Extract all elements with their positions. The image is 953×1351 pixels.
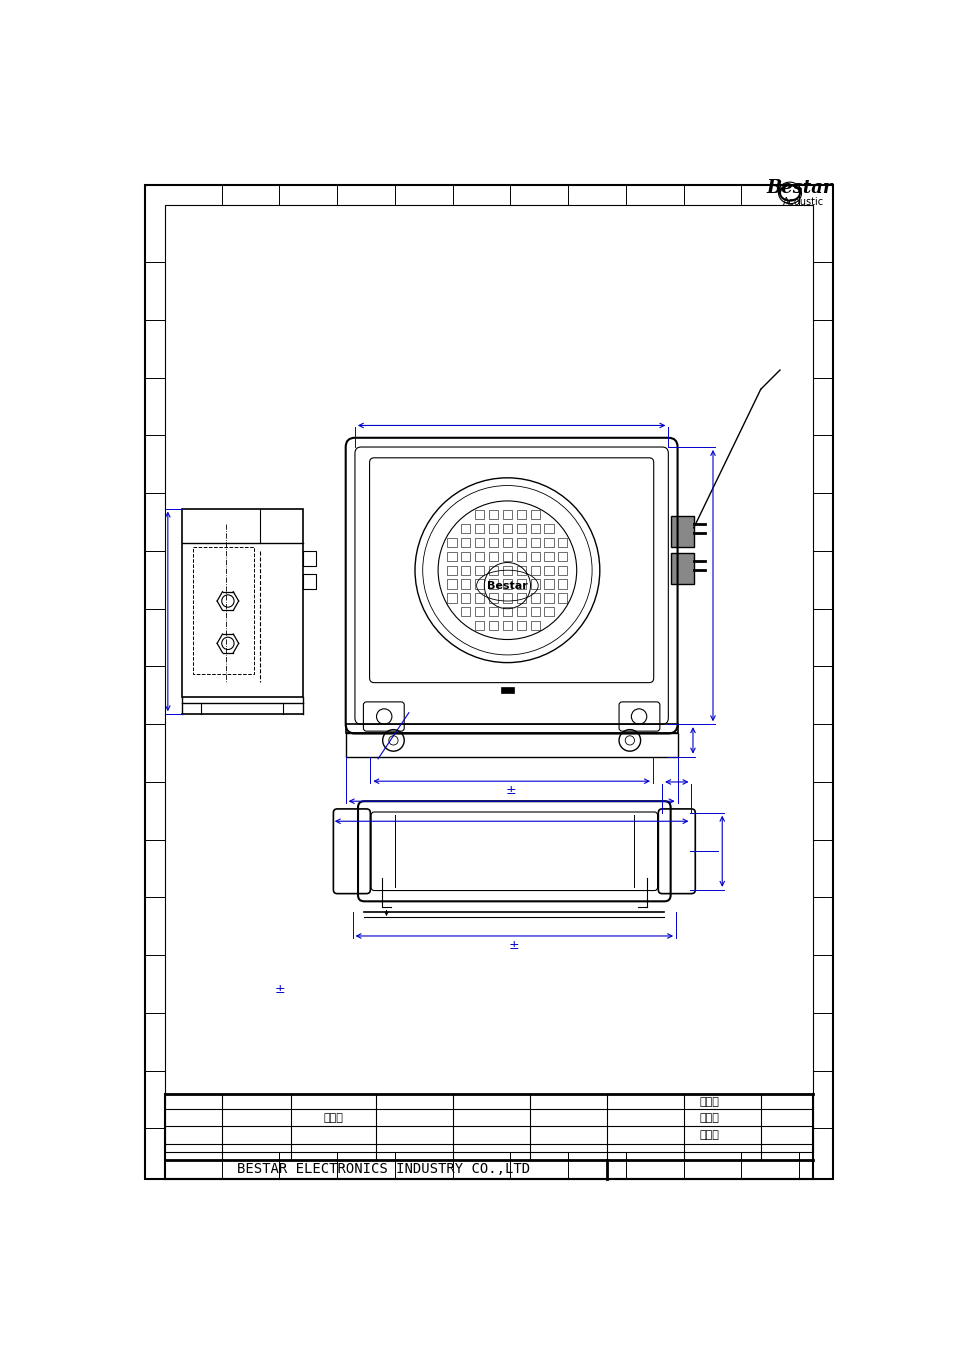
Text: BESTAR ELECTRONICS INDUSTRY CO.,LTD: BESTAR ELECTRONICS INDUSTRY CO.,LTD bbox=[236, 1162, 530, 1177]
Text: Bestar: Bestar bbox=[765, 180, 832, 197]
Text: 程久生: 程久生 bbox=[699, 1129, 719, 1140]
Text: 廣明才: 廣明才 bbox=[699, 1097, 719, 1106]
Text: Acoustic: Acoustic bbox=[781, 197, 822, 207]
Text: ±: ± bbox=[509, 939, 519, 952]
Text: 陳小东: 陳小东 bbox=[699, 1113, 719, 1123]
Text: 廣明才: 廣明才 bbox=[323, 1113, 343, 1123]
Text: ±: ± bbox=[505, 785, 516, 797]
Polygon shape bbox=[500, 688, 513, 693]
Polygon shape bbox=[670, 554, 693, 584]
Text: Bestar: Bestar bbox=[487, 581, 527, 590]
Polygon shape bbox=[670, 516, 693, 547]
Text: ±: ± bbox=[274, 984, 285, 997]
